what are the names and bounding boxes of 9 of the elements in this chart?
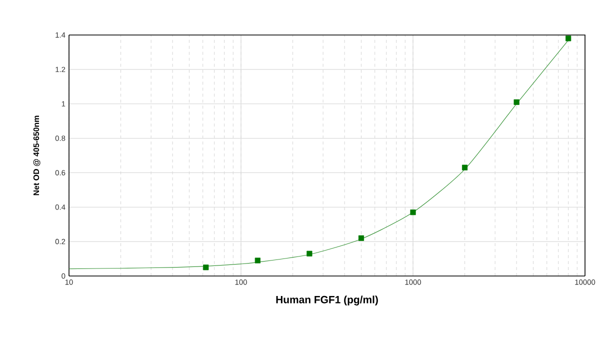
point [358, 235, 364, 241]
point [514, 99, 520, 105]
point [254, 258, 260, 264]
point [203, 264, 209, 270]
point [306, 250, 312, 256]
x-axis-title: Human FGF1 (pg/ml) [276, 296, 378, 306]
point [410, 210, 416, 216]
point [566, 36, 572, 42]
point [462, 164, 468, 170]
